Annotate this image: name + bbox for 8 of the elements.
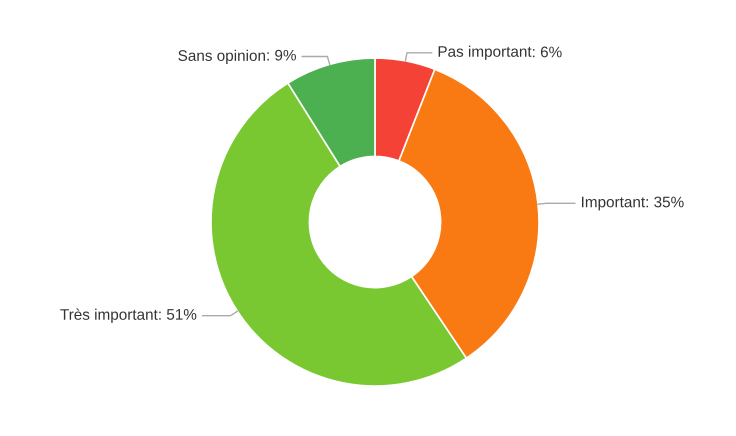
data-label: : 51% bbox=[159, 309, 196, 320]
slice-label: Important bbox=[582, 196, 646, 210]
data-label: : 9% bbox=[267, 50, 296, 61]
slice-label: Sans opinion bbox=[178, 50, 265, 64]
slice-label: Très important bbox=[60, 308, 158, 323]
data-label: : 6% bbox=[533, 46, 562, 58]
slice-label: Pas important bbox=[438, 46, 532, 60]
data-label: : 35% bbox=[646, 196, 684, 208]
